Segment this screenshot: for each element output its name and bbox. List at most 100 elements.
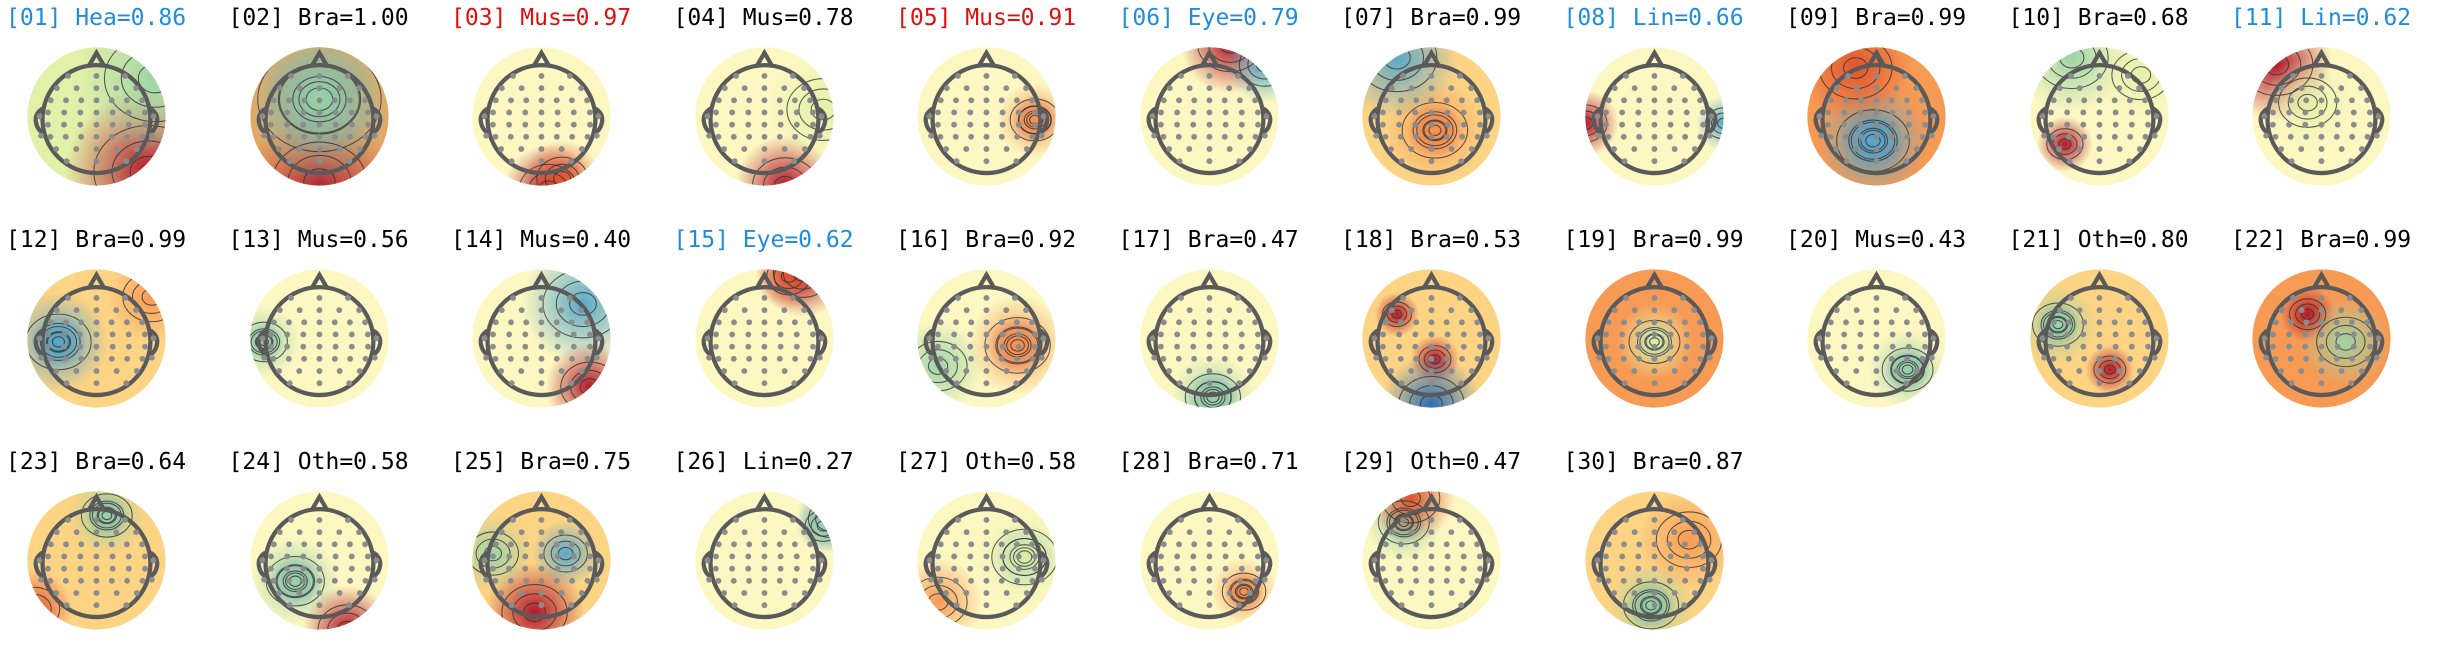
component-id: 04 bbox=[687, 5, 716, 31]
topomap bbox=[472, 491, 611, 630]
topomap bbox=[1139, 491, 1279, 630]
component-id: 07 bbox=[1354, 5, 1383, 31]
sensor-layout bbox=[1149, 295, 1269, 387]
topomap-cell: [02] Bra=1.00 bbox=[229, 2, 455, 224]
topomap bbox=[1139, 269, 1279, 408]
component-id: 08 bbox=[1577, 5, 1606, 31]
component-label: Oth bbox=[297, 449, 340, 475]
component-id: 28 bbox=[1132, 449, 1161, 475]
head-outline bbox=[33, 492, 160, 620]
head-outline bbox=[1813, 48, 1940, 176]
topomap-cell: [05] Mus=0.91 bbox=[896, 2, 1122, 224]
component-id: 12 bbox=[19, 227, 48, 253]
component-id: 02 bbox=[242, 5, 271, 31]
component-title: [07] Bra=0.99 bbox=[1341, 5, 1522, 31]
component-id: 06 bbox=[1132, 5, 1161, 31]
component-label: Lin bbox=[2300, 5, 2342, 31]
topomap-cell: [07] Bra=0.99 bbox=[1341, 2, 1567, 224]
component-id: 11 bbox=[2244, 5, 2273, 31]
component-title: [08] Lin=0.66 bbox=[1563, 5, 1744, 31]
component-label: Mus bbox=[297, 227, 340, 253]
topomap bbox=[917, 47, 1056, 186]
component-score: 0.47 bbox=[1243, 227, 1299, 253]
component-id: 27 bbox=[909, 449, 938, 475]
head-outline bbox=[923, 492, 1050, 620]
sensor-layout bbox=[2039, 73, 2159, 165]
component-label: Bra bbox=[75, 227, 117, 253]
topomap-cell: [28] Bra=0.71 bbox=[1119, 446, 1345, 668]
topomap bbox=[27, 491, 166, 630]
component-label: Bra bbox=[1187, 227, 1230, 253]
head-outline bbox=[2258, 48, 2385, 176]
component-id: 24 bbox=[242, 449, 271, 475]
topomap-field bbox=[1139, 269, 1279, 408]
topomap bbox=[694, 491, 834, 630]
sensor-layout bbox=[1149, 517, 1269, 609]
component-title: [30] Bra=0.87 bbox=[1563, 449, 1744, 475]
component-title: [16] Bra=0.92 bbox=[896, 227, 1077, 253]
topomap-cell: [09] Bra=0.99 bbox=[1786, 2, 2012, 224]
topomap-cell: [15] Eye=0.62 bbox=[674, 224, 900, 446]
component-score: 0.99 bbox=[1688, 227, 1744, 253]
sensor-layout bbox=[1371, 73, 1492, 165]
topomap bbox=[694, 269, 834, 408]
sensor-layout bbox=[1149, 73, 1269, 165]
sensor-layout bbox=[2261, 73, 2382, 165]
head-outline bbox=[1591, 492, 1717, 620]
head-outline bbox=[701, 270, 827, 398]
sensor-layout bbox=[1371, 295, 1492, 387]
component-score: 1.00 bbox=[353, 5, 409, 31]
component-title: [01] Hea=0.86 bbox=[6, 5, 187, 31]
topomap-cell: [23] Bra=0.64 bbox=[6, 446, 232, 668]
topomap-cell: [10] Bra=0.68 bbox=[2009, 2, 2235, 224]
topomap bbox=[27, 47, 166, 186]
topomap-field bbox=[2029, 47, 2169, 186]
component-label: Bra bbox=[75, 449, 117, 475]
component-id: 10 bbox=[2022, 5, 2051, 31]
topomap-field bbox=[1139, 47, 1279, 186]
component-label: Eye bbox=[1187, 5, 1230, 31]
topomap-cell: [29] Oth=0.47 bbox=[1341, 446, 1567, 668]
topomap bbox=[27, 269, 166, 408]
component-label: Oth bbox=[965, 449, 1007, 475]
component-id: 23 bbox=[19, 449, 48, 475]
sensor-layout bbox=[704, 73, 824, 165]
component-score: 0.43 bbox=[1910, 227, 1967, 253]
topomap-field bbox=[1362, 47, 1501, 186]
head-outline bbox=[1368, 492, 1495, 620]
component-score: 0.27 bbox=[798, 449, 854, 475]
component-title: [27] Oth=0.58 bbox=[896, 449, 1077, 475]
component-label: Mus bbox=[520, 5, 562, 31]
component-score: 0.40 bbox=[575, 227, 632, 253]
component-id: 15 bbox=[687, 227, 716, 253]
component-score: 0.99 bbox=[2355, 227, 2412, 253]
head-outline bbox=[33, 48, 160, 176]
topomap bbox=[1362, 47, 1501, 186]
component-score: 0.99 bbox=[1910, 5, 1967, 31]
component-id: 13 bbox=[242, 227, 271, 253]
component-score: 0.53 bbox=[1465, 227, 1522, 253]
component-title: [28] Bra=0.71 bbox=[1118, 449, 1299, 475]
component-label: Hea bbox=[75, 5, 117, 31]
topomap bbox=[472, 269, 611, 408]
head-outline bbox=[256, 492, 382, 620]
sensor-layout bbox=[2039, 295, 2159, 387]
topomap bbox=[1362, 269, 1501, 408]
component-title: [26] Lin=0.27 bbox=[673, 449, 854, 475]
topomap-cell: [27] Oth=0.58 bbox=[896, 446, 1122, 668]
component-id: 16 bbox=[909, 227, 938, 253]
component-label: Mus bbox=[1855, 227, 1897, 253]
component-title: [24] Oth=0.58 bbox=[228, 449, 409, 475]
component-title: [05] Mus=0.91 bbox=[896, 5, 1077, 31]
component-id: 20 bbox=[1799, 227, 1828, 253]
component-title: [29] Oth=0.47 bbox=[1341, 449, 1522, 475]
sensor-layout bbox=[36, 517, 157, 609]
component-score: 0.92 bbox=[1020, 227, 1077, 253]
head-outline bbox=[1591, 48, 1717, 176]
topomap-field bbox=[694, 269, 834, 408]
component-score: 0.56 bbox=[353, 227, 409, 253]
head-outline bbox=[478, 48, 605, 176]
topomap-cell: [19] Bra=0.99 bbox=[1564, 224, 1790, 446]
component-label: Bra bbox=[2077, 5, 2120, 31]
